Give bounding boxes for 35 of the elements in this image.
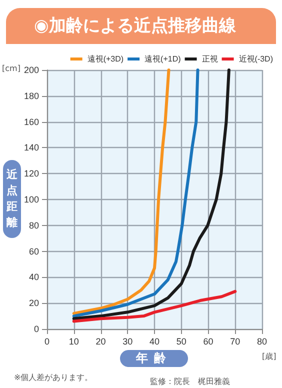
y-tick-label: 140 <box>24 142 39 153</box>
x-tick-label: 70 <box>230 336 240 346</box>
line-series <box>72 68 200 318</box>
text: ※個人差があります。 <box>14 372 93 383</box>
line-series <box>72 68 170 315</box>
text: [歳] <box>262 351 276 362</box>
legend-label: 近視(-3D) <box>238 54 274 64</box>
x-tick-label: 0 <box>44 336 50 346</box>
line-series <box>72 290 237 323</box>
x-tick-label: 10 <box>68 336 79 346</box>
x-tick-label: 60 <box>203 336 214 346</box>
y-axis-title: 近点距離 <box>3 160 21 238</box>
text: [cm] <box>2 64 20 73</box>
x-axis-title: 年齢 <box>120 350 188 367</box>
legend-label: 遠視(+1D) <box>144 54 182 64</box>
text: 監修：院長 梶田雅義 <box>150 376 230 387</box>
y-tick-label: 80 <box>28 220 39 230</box>
legend-label: 遠視(+3D) <box>87 54 124 64</box>
y-tick-label: 100 <box>24 194 39 204</box>
y-tick-label: 180 <box>24 90 39 101</box>
y-tick-label: 160 <box>24 116 39 127</box>
x-tick-label: 30 <box>122 336 133 346</box>
x-tick-label: 80 <box>256 336 268 346</box>
line-series <box>72 68 230 320</box>
x-tick-label: 50 <box>176 336 186 346</box>
y-tick-label: 0 <box>34 324 39 334</box>
y-tick-label: 40 <box>28 272 39 282</box>
y-tick-label: 200 <box>24 65 39 75</box>
y-tick-label: 20 <box>28 298 39 308</box>
x-tick-label: 40 <box>149 336 160 346</box>
x-tick-label: 20 <box>96 336 106 346</box>
y-tick-label: 60 <box>28 246 39 256</box>
y-tick-label: 120 <box>24 168 39 179</box>
chart-title: ◉加齢による近点推移曲線 <box>6 8 276 44</box>
legend-label: 正視 <box>202 54 218 64</box>
